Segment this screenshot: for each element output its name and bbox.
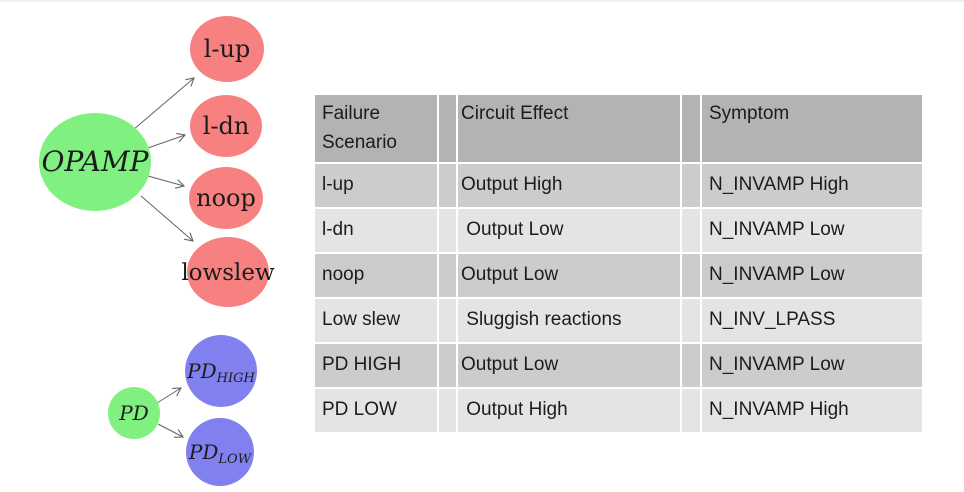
table-header-row: Failure Scenario Circuit Effect Symptom [315, 95, 922, 162]
cell-spacer [439, 388, 456, 432]
cell-spacer [682, 253, 700, 297]
pdhigh-node-circle [185, 335, 257, 407]
arrow-pd-high [156, 388, 181, 404]
cell-circuit-effect: Output Low [458, 208, 680, 252]
cell-spacer [439, 298, 456, 342]
cell-circuit-effect: Output Low [458, 253, 680, 297]
pdlow-label-subscript: LOW [217, 452, 252, 467]
pdhigh-node-label: PDHIGH [186, 359, 255, 386]
ldn-node-label: l-dn [203, 112, 250, 140]
header-spacer-1 [439, 95, 456, 162]
cell-circuit-effect: Output High [458, 163, 680, 207]
pdlow-node-circle [186, 418, 254, 486]
table-row: PD LOW Output High N_INVAMP High [315, 388, 922, 432]
table-row: Low slew Sluggish reactions N_INV_LPASS [315, 298, 922, 342]
header-failure-scenario: Failure Scenario [315, 95, 437, 162]
pd-node-circle [108, 387, 160, 439]
pd-node-label: PD [118, 401, 149, 425]
pdlow-label-base: PD [188, 440, 219, 464]
header-symptom: Symptom [702, 95, 922, 162]
fault-tree-diagram: OPAMP l-up l-dn noop lowslew PD PDHIGH P… [39, 16, 275, 486]
cell-spacer [439, 163, 456, 207]
header-circuit-effect: Circuit Effect [458, 95, 680, 162]
cell-spacer [682, 388, 700, 432]
pdhigh-label-base: PD [186, 359, 217, 383]
cell-circuit-effect: Output Low [458, 343, 680, 387]
cell-spacer [439, 343, 456, 387]
lowslew-node-label: lowslew [181, 260, 275, 286]
cell-symptom: N_INVAMP High [702, 388, 922, 432]
cell-spacer [682, 298, 700, 342]
cell-symptom: N_INVAMP High [702, 163, 922, 207]
cell-failure-scenario: Low slew [315, 298, 437, 342]
cell-symptom: N_INVAMP Low [702, 343, 922, 387]
arrow-opamp-lowslew [140, 195, 193, 241]
pd-arrows [156, 388, 183, 437]
cell-symptom: N_INV_LPASS [702, 298, 922, 342]
opamp-node-label: OPAMP [42, 145, 150, 178]
cell-spacer [682, 208, 700, 252]
arrow-opamp-noop [147, 175, 184, 186]
pdhigh-label-subscript: HIGH [216, 371, 256, 386]
table-row: PD HIGH Output Low N_INVAMP Low [315, 343, 922, 387]
lowslew-node-ellipse [187, 237, 269, 307]
arrow-opamp-ldn [147, 135, 185, 149]
failure-scenario-table: Failure Scenario Circuit Effect Symptom … [313, 93, 924, 434]
lup-node-label: l-up [204, 35, 251, 63]
cell-circuit-effect: Output High [458, 388, 680, 432]
cell-symptom: N_INVAMP Low [702, 208, 922, 252]
cell-circuit-effect: Sluggish reactions [458, 298, 680, 342]
cell-spacer [682, 163, 700, 207]
table-row: l-up Output High N_INVAMP High [315, 163, 922, 207]
arrow-opamp-lup [132, 78, 194, 131]
cell-symptom: N_INVAMP Low [702, 253, 922, 297]
cell-failure-scenario: PD LOW [315, 388, 437, 432]
noop-node-label: noop [196, 184, 256, 212]
ldn-node-ellipse [190, 95, 262, 157]
table-row: l-dn Output Low N_INVAMP Low [315, 208, 922, 252]
header-spacer-2 [682, 95, 700, 162]
opamp-node-ellipse [39, 113, 151, 211]
table-row: noop Output Low N_INVAMP Low [315, 253, 922, 297]
arrow-pd-low [157, 423, 183, 437]
cell-failure-scenario: l-dn [315, 208, 437, 252]
pdlow-node-label: PDLOW [188, 440, 253, 467]
cell-spacer [439, 253, 456, 297]
cell-failure-scenario: noop [315, 253, 437, 297]
cell-failure-scenario: PD HIGH [315, 343, 437, 387]
lup-node-ellipse [190, 16, 264, 82]
cell-spacer [439, 208, 456, 252]
cell-failure-scenario: l-up [315, 163, 437, 207]
cell-spacer [682, 343, 700, 387]
noop-node-ellipse [189, 167, 263, 229]
opamp-arrows [132, 78, 194, 241]
top-accent-strip [0, 0, 964, 2]
